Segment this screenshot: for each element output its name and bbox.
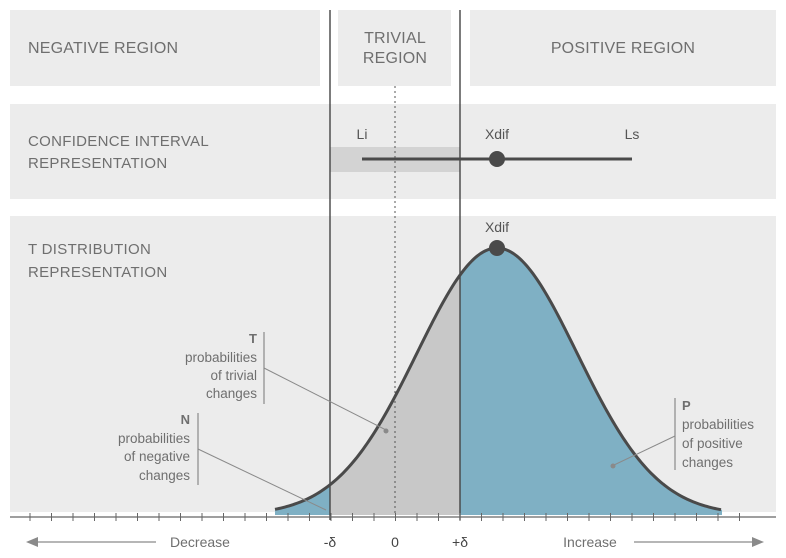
- td-label-line1: T DISTRIBUTION: [28, 241, 151, 258]
- decrease-arrow-head-icon: [26, 537, 38, 547]
- trivial-region-label-line1: TRIVIAL: [364, 30, 426, 47]
- tick-label-plus-delta: +δ: [452, 534, 468, 550]
- ci-label-line1: CONFIDENCE INTERVAL: [28, 133, 209, 150]
- ci-xdif-label: Xdif: [485, 126, 509, 142]
- negative-annotation-line3: changes: [139, 468, 190, 483]
- trivial-annotation-line3: changes: [206, 386, 257, 401]
- tick-label-minus-delta: -δ: [324, 534, 337, 550]
- positive-annotation-line2: of positive: [682, 436, 743, 451]
- negative-region-box: [10, 10, 320, 86]
- increase-arrow-head-icon: [752, 537, 764, 547]
- positive-annotation-line1: probabilities: [682, 417, 754, 432]
- negative-region-label: NEGATIVE REGION: [28, 40, 178, 57]
- trivial-region-box: [338, 10, 451, 86]
- ci-xdif-marker: [489, 151, 505, 167]
- negative-annotation-leader: [197, 448, 327, 511]
- positive-annotation-leader: [613, 435, 676, 466]
- tick-label-zero: 0: [391, 534, 399, 550]
- ci-ls-label: Ls: [625, 126, 640, 142]
- trivial-region-label-line2: REGION: [363, 50, 427, 67]
- curve-peak-marker: [489, 240, 505, 256]
- decrease-label: Decrease: [170, 534, 230, 550]
- trivial-annotation-leader: [263, 367, 387, 431]
- td-label-line2: REPRESENTATION: [28, 264, 168, 281]
- ci-label-line2: REPRESENTATION: [28, 155, 168, 172]
- increase-label: Increase: [563, 534, 617, 550]
- ci-li-label: Li: [357, 126, 368, 142]
- trivial-annotation-line1: probabilities: [185, 350, 257, 365]
- positive-region-label: POSITIVE REGION: [551, 40, 695, 57]
- trivial-annotation-line2: of trivial: [210, 368, 257, 383]
- positive-region-box: [470, 10, 776, 86]
- trivial-annotation-letter: T: [249, 331, 257, 346]
- x-axis-ticks: [29, 513, 740, 521]
- negative-annotation-letter: N: [181, 412, 190, 427]
- positive-annotation-line3: changes: [682, 455, 733, 470]
- positive-annotation-dot: [610, 463, 616, 469]
- negative-annotation-line2: of negative: [124, 449, 190, 464]
- negative-annotation-line1: probabilities: [118, 431, 190, 446]
- trivial-annotation-dot: [383, 428, 389, 434]
- positive-annotation-letter: P: [682, 398, 691, 413]
- curve-xdif-label: Xdif: [485, 219, 509, 235]
